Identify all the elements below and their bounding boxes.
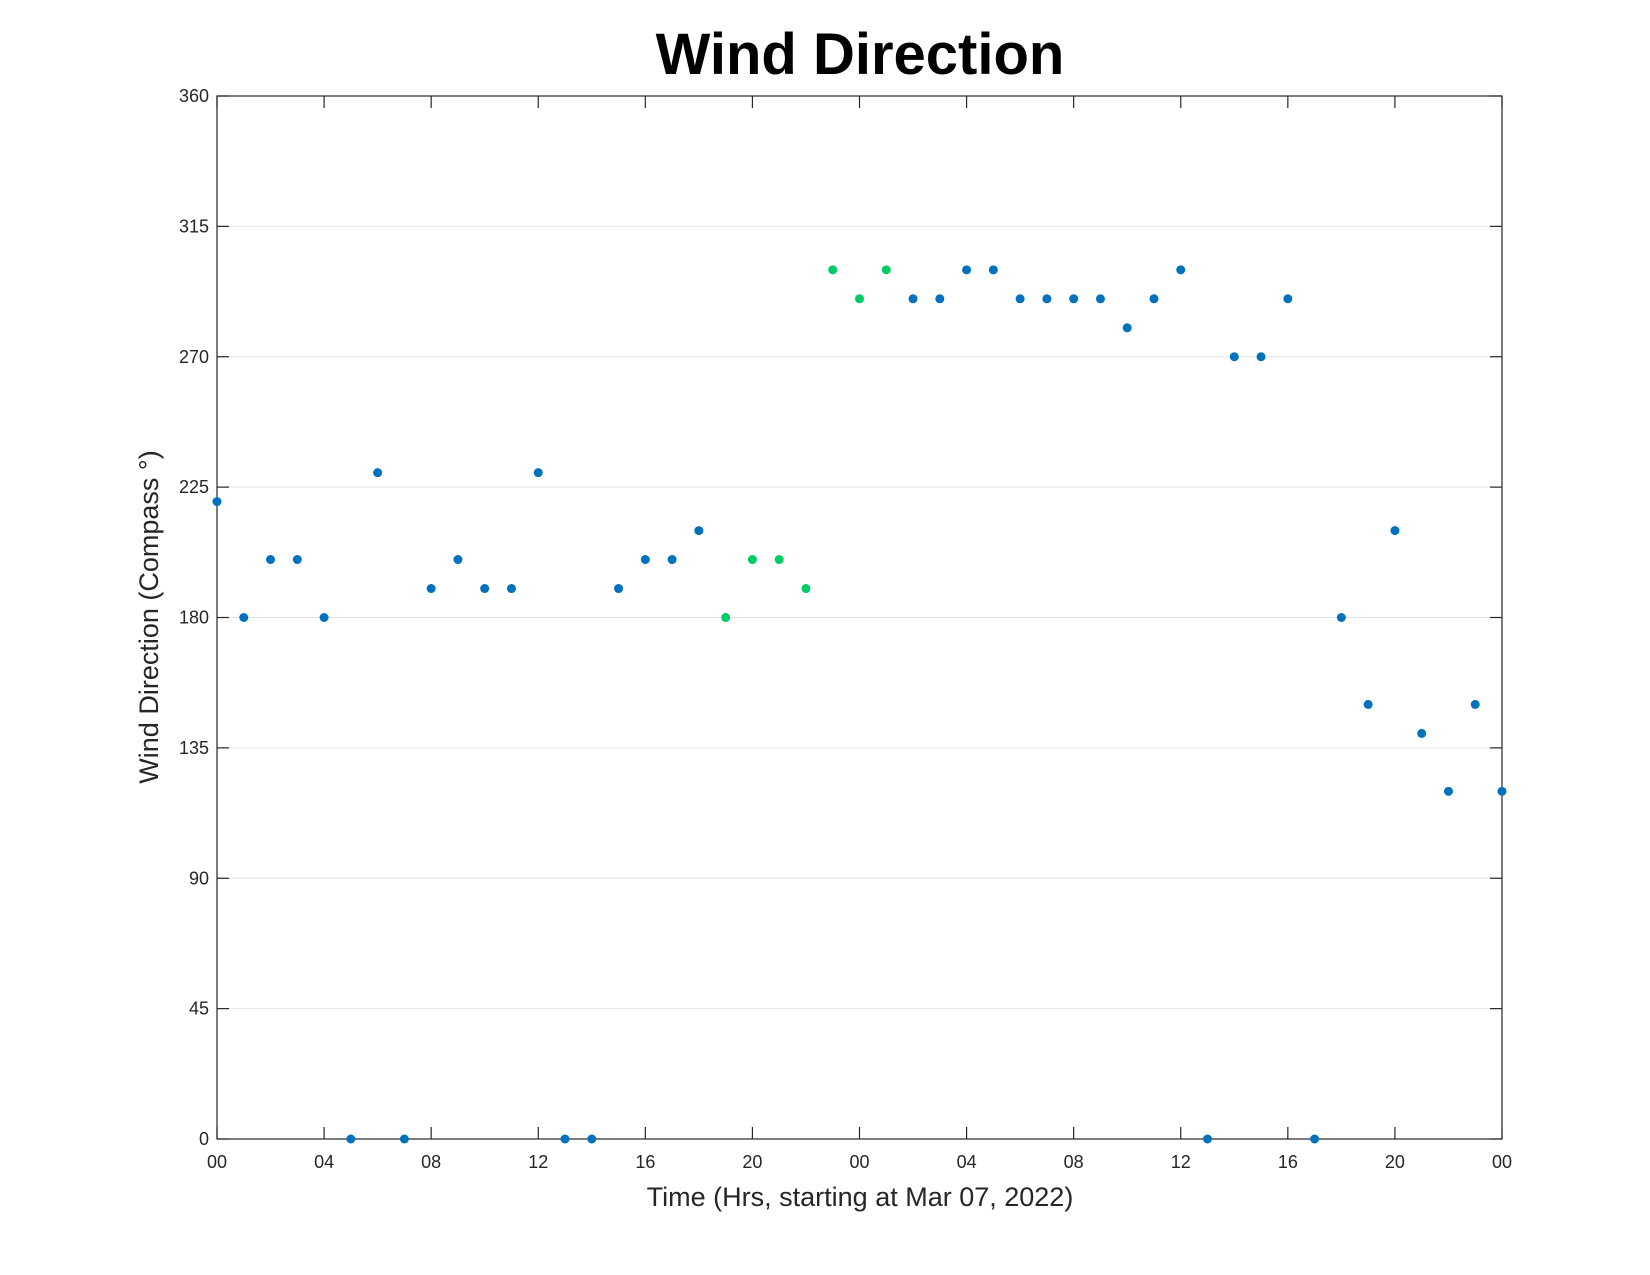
y-tick-label: 225 — [179, 477, 209, 497]
data-point — [935, 294, 945, 304]
data-point — [1042, 294, 1052, 304]
x-tick-label: 20 — [742, 1152, 762, 1172]
y-tick-label: 360 — [179, 86, 209, 106]
data-point — [1149, 294, 1159, 304]
data-point — [480, 584, 490, 594]
data-point — [399, 1134, 409, 1144]
data-point — [1390, 526, 1400, 536]
y-tick-label: 180 — [179, 608, 209, 628]
data-point — [828, 265, 838, 275]
x-tick-label: 04 — [314, 1152, 334, 1172]
x-tick-label: 12 — [1171, 1152, 1191, 1172]
data-point — [266, 555, 276, 565]
x-tick-label: 04 — [957, 1152, 977, 1172]
data-point — [988, 265, 998, 275]
data-point — [747, 555, 757, 565]
data-point — [1417, 728, 1427, 738]
data-point — [453, 555, 463, 565]
data-point — [1363, 699, 1373, 709]
y-tick-label: 90 — [189, 868, 209, 888]
x-tick-label: 00 — [207, 1152, 227, 1172]
x-tick-label: 08 — [1064, 1152, 1084, 1172]
data-point — [346, 1134, 356, 1144]
data-point — [1069, 294, 1079, 304]
y-tick-label: 45 — [189, 999, 209, 1019]
data-point — [640, 555, 650, 565]
x-tick-label: 12 — [528, 1152, 548, 1172]
data-point — [426, 584, 436, 594]
x-tick-label: 16 — [1278, 1152, 1298, 1172]
data-point — [667, 555, 677, 565]
x-tick-label: 00 — [1492, 1152, 1512, 1172]
data-point — [694, 526, 704, 536]
data-point — [1310, 1134, 1320, 1144]
data-point — [881, 265, 891, 275]
data-point — [212, 497, 222, 507]
x-tick-label: 20 — [1385, 1152, 1405, 1172]
data-point — [319, 613, 329, 622]
data-point — [1336, 613, 1346, 622]
data-point — [908, 294, 918, 304]
y-axis-label: Wind Direction (Compass °) — [134, 450, 164, 783]
data-point — [774, 555, 784, 565]
data-point — [1497, 786, 1507, 796]
data-points — [212, 265, 1507, 1144]
x-tick-label: 16 — [635, 1152, 655, 1172]
data-point — [292, 555, 302, 565]
axis-ticks: 0 45 90 135 180 225 270 315 360 00 04 08 12 16 20 00 04 0… — [179, 86, 1512, 1172]
data-point — [1015, 294, 1025, 304]
data-point — [506, 584, 516, 594]
x-tick-label: 08 — [421, 1152, 441, 1172]
y-tick-label: 315 — [179, 216, 209, 236]
data-point — [1203, 1134, 1213, 1144]
data-point — [1470, 699, 1480, 709]
data-point — [1229, 352, 1239, 362]
data-point — [721, 613, 731, 622]
data-point — [1256, 352, 1266, 362]
grid-lines — [217, 225, 1502, 1010]
data-point — [533, 468, 543, 478]
data-point — [801, 584, 811, 594]
y-tick-label: 0 — [199, 1129, 209, 1149]
x-tick-label: 00 — [849, 1152, 869, 1172]
data-point — [587, 1134, 597, 1144]
chart-title: Wind Direction — [656, 22, 1065, 87]
data-point — [373, 468, 383, 478]
data-point — [560, 1134, 570, 1144]
data-point — [855, 294, 864, 304]
data-point — [1443, 786, 1453, 796]
y-tick-label: 270 — [179, 347, 209, 367]
data-point — [962, 265, 972, 275]
data-point — [239, 613, 249, 622]
data-point — [1283, 294, 1293, 304]
data-point — [1122, 323, 1132, 333]
x-axis-label: Time (Hrs, starting at Mar 07, 2022) — [647, 1182, 1074, 1212]
data-point — [1095, 294, 1105, 304]
data-point — [614, 584, 624, 594]
y-tick-label: 135 — [179, 738, 209, 758]
data-point — [1176, 265, 1186, 275]
